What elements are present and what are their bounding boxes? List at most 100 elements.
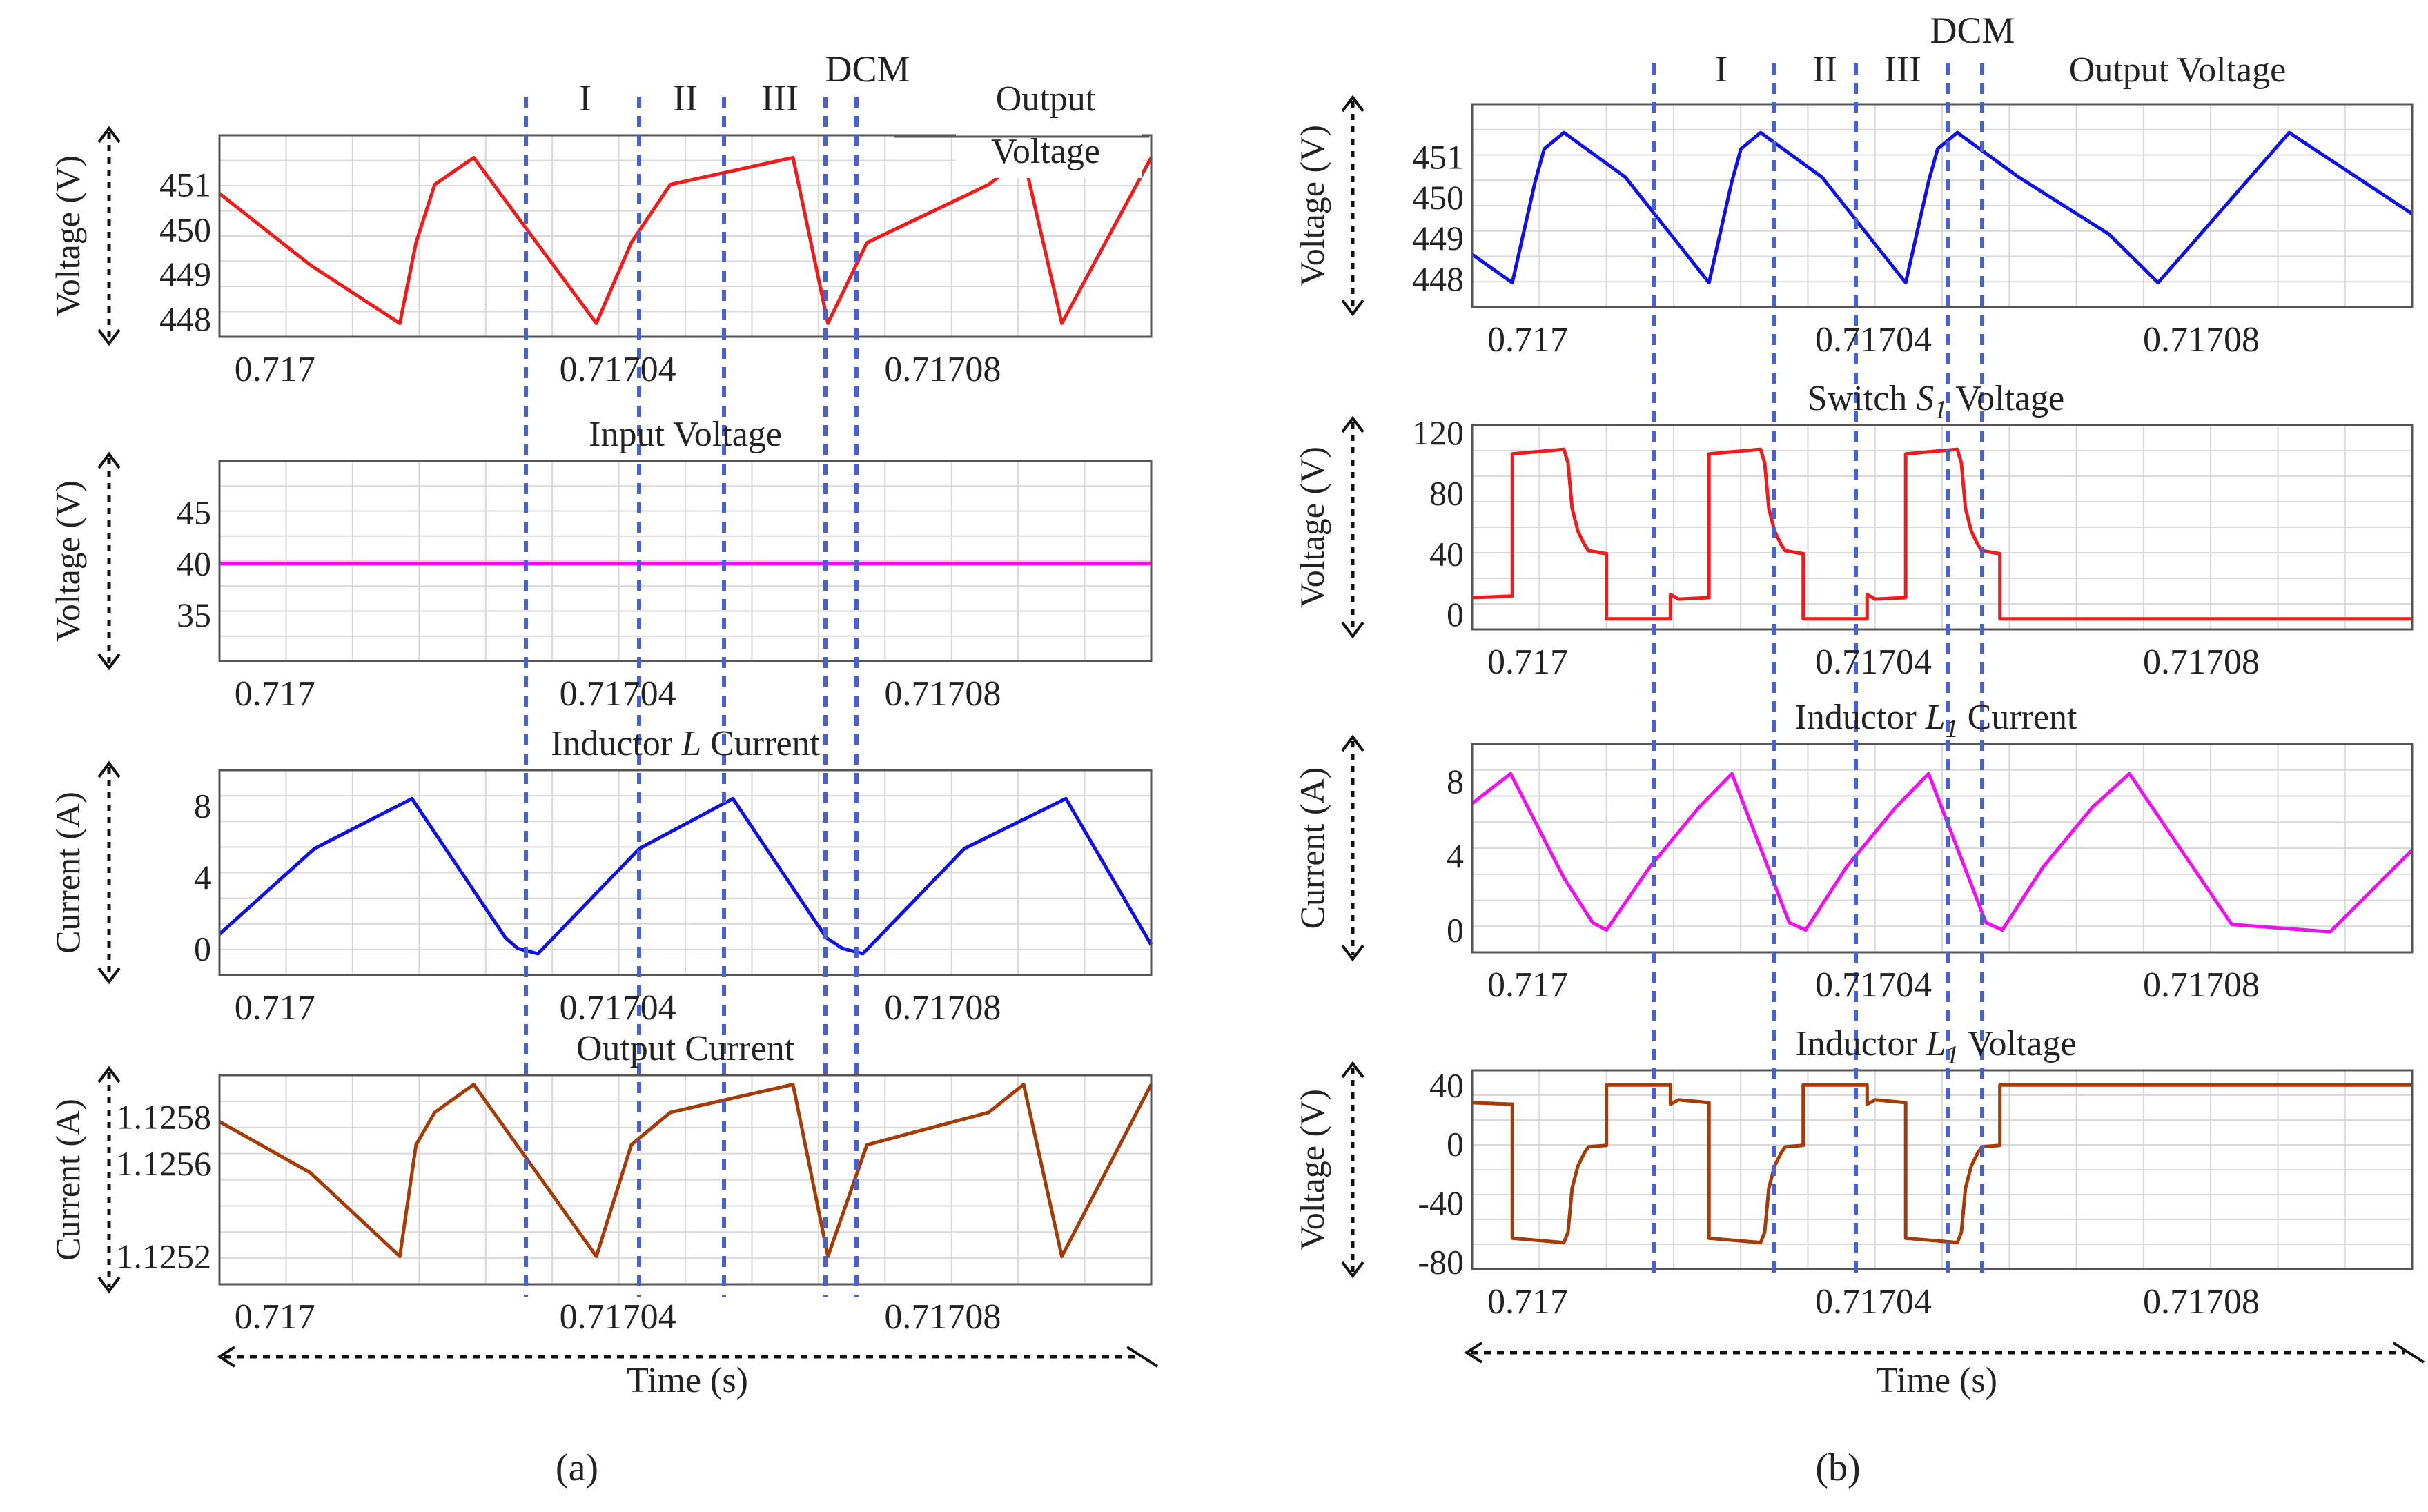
chart-b3-frame (1471, 743, 2414, 954)
chart-a1-ytick-label: 451 (159, 165, 211, 204)
chart-a4-xtick-label: 0.71704 (560, 1297, 676, 1337)
chart-b3-yarrow-head-bottom (1341, 944, 1364, 962)
grid-layer (219, 104, 2412, 1284)
panel-a-label: (a) (556, 1446, 598, 1489)
chart-a3-yarrow-head-top (97, 760, 121, 778)
chart-b4-ytick-label: -80 (1418, 1242, 1464, 1281)
chart-b2-ytick-label: 0 (1447, 595, 1464, 634)
chart-b4-xtick-label: 0.71704 (1815, 1282, 1932, 1322)
time-arrow-b-head-left (1464, 1342, 1483, 1364)
chart-a3-ylabel: Current (A) (48, 792, 87, 954)
chart-a3-yarrow-head-bottom (97, 967, 121, 985)
chart-b1-series-line (1471, 130, 2414, 285)
chart-a3-series-line (218, 796, 1153, 956)
chart-a4-series-line (218, 1083, 1153, 1259)
chart-a4-title: Output Current (576, 1029, 795, 1068)
chart-a2-yarrow-head-bottom (97, 653, 121, 671)
chart-a3-xtick-label: 0.71708 (884, 988, 1001, 1028)
chart-a1-ytick-label: 450 (159, 210, 211, 248)
chart-a1-frame (218, 134, 1153, 338)
chart-b2-ytick-label: 40 (1429, 534, 1464, 573)
chart-a1-phase-label: I (579, 77, 591, 119)
chart-a1-yarrow-head-top (97, 126, 121, 144)
chart-a2-yarrow-head-top (97, 451, 121, 469)
chart-b3-series-line (1471, 772, 2414, 934)
chart-b2-title: Switch S1 Voltage (1808, 379, 2064, 424)
chart-b1-phase-label: I (1715, 48, 1727, 90)
chart-b3-ytick-label: 8 (1447, 762, 1464, 801)
chart-b4-ytick-label: -40 (1418, 1184, 1464, 1222)
chart-b2-ytick-label: 80 (1429, 474, 1464, 513)
chart-b4-yarrow-head-top (1341, 1061, 1364, 1079)
chart-b1-ytick-label: 449 (1412, 219, 1464, 257)
chart-b1-phase-label: II (1812, 48, 1837, 90)
phase-divider-layer (524, 63, 1984, 1297)
chart-a1-legend-line1: Output (996, 79, 1096, 119)
chart-b3-ytick-label: 0 (1447, 911, 1464, 950)
chart-a3-ytick-label: 0 (194, 929, 211, 968)
chart-a2-ytick-label: 45 (177, 493, 211, 531)
chart-b4-frame (1471, 1069, 2414, 1270)
chart-b2-yarrow-head-top (1341, 415, 1364, 433)
chart-b2-frame (1471, 424, 2414, 631)
chart-a4-ytick-label: 1.1256 (117, 1144, 212, 1183)
chart-b3-yarrow-head-top (1341, 734, 1364, 752)
chart-a3-xtick-label: 0.71704 (560, 988, 676, 1028)
chart-a4-xtick-label: 0.71708 (884, 1297, 1001, 1337)
chart-b3-xtick-label: 0.717 (1487, 965, 1568, 1005)
chart-a1-legend-line2: Voltage (991, 132, 1100, 171)
chart-a1-xtick-label: 0.717 (235, 350, 315, 389)
chart-b1-ytick-label: 450 (1412, 178, 1464, 217)
time-axis-label-a: Time (s) (627, 1361, 748, 1400)
panel-b-label: (b) (1815, 1446, 1860, 1489)
chart-a4-ylabel: Current (A) (48, 1099, 87, 1261)
chart-b3-xtick-label: 0.71704 (1815, 965, 1932, 1005)
chart-b1-yarrow-head-bottom (1341, 299, 1364, 317)
chart-a2-title: Input Voltage (589, 415, 782, 454)
time-axis-label-b: Time (s) (1876, 1361, 1997, 1400)
chart-a3-title: Inductor L Current (551, 724, 820, 763)
chart-a4-ytick-label: 1.1258 (117, 1098, 212, 1137)
chart-b4-ytick-label: 40 (1429, 1066, 1464, 1104)
chart-b3-title: Inductor L1 Current (1795, 698, 2077, 743)
chart-b1-legend: Output Voltage (2069, 50, 2286, 90)
chart-a1-ylabel: Voltage (V) (48, 155, 87, 317)
chart-b4-yarrow-head-bottom (1341, 1261, 1364, 1279)
chart-b1-ytick-label: 451 (1412, 137, 1464, 176)
chart-a2-xtick-label: 0.717 (235, 674, 315, 714)
series-layer (218, 130, 2414, 1259)
time-arrow-a-head-right (1126, 1346, 1159, 1368)
chart-b1-yarrow-head-top (1341, 95, 1364, 112)
chart-b1-phase-label: DCM (1930, 10, 2015, 51)
chart-b2-series-line (1471, 447, 2412, 621)
chart-b4-ytick-label: 0 (1447, 1125, 1464, 1164)
chart-a2-ytick-label: 40 (177, 544, 211, 583)
chart-a2-frame (218, 460, 1153, 662)
chart-a1-phase-label: II (673, 77, 698, 119)
chart-a4-ytick-label: 1.1252 (117, 1237, 212, 1276)
time-arrow-b-head-right (2392, 1342, 2425, 1364)
chart-a3-ytick-label: 4 (194, 858, 211, 896)
chart-a3-ytick-label: 8 (194, 787, 211, 825)
chart-a1-yarrow-head-bottom (97, 328, 121, 346)
chart-a4-frame (218, 1074, 1153, 1286)
chart-b3-xtick-label: 0.71708 (2143, 965, 2260, 1005)
chart-a1-legend-box (956, 75, 1142, 178)
chart-b2-ytick-label: 120 (1412, 413, 1464, 452)
chart-a1-xtick-label: 0.71704 (560, 350, 676, 389)
chart-b3-ytick-label: 4 (1447, 836, 1464, 875)
chart-b2-xtick-label: 0.71704 (1815, 642, 1932, 682)
chart-a1-phase-label: III (761, 77, 799, 119)
chart-b1-ytick-label: 448 (1412, 259, 1464, 298)
chart-b1-phase-label: III (1884, 48, 1921, 90)
frames-layer (218, 75, 2414, 1286)
chart-a4-yarrow-head-bottom (97, 1276, 121, 1294)
chart-b4-series-line (1471, 1083, 2412, 1245)
chart-a2-ylabel: Voltage (V) (48, 480, 87, 642)
chart-a2-ytick-label: 35 (177, 596, 211, 634)
chart-a4-yarrow-head-top (97, 1066, 121, 1083)
chart-b4-xtick-label: 0.71708 (2143, 1282, 2260, 1322)
chart-b1-xtick-label: 0.717 (1487, 320, 1568, 360)
